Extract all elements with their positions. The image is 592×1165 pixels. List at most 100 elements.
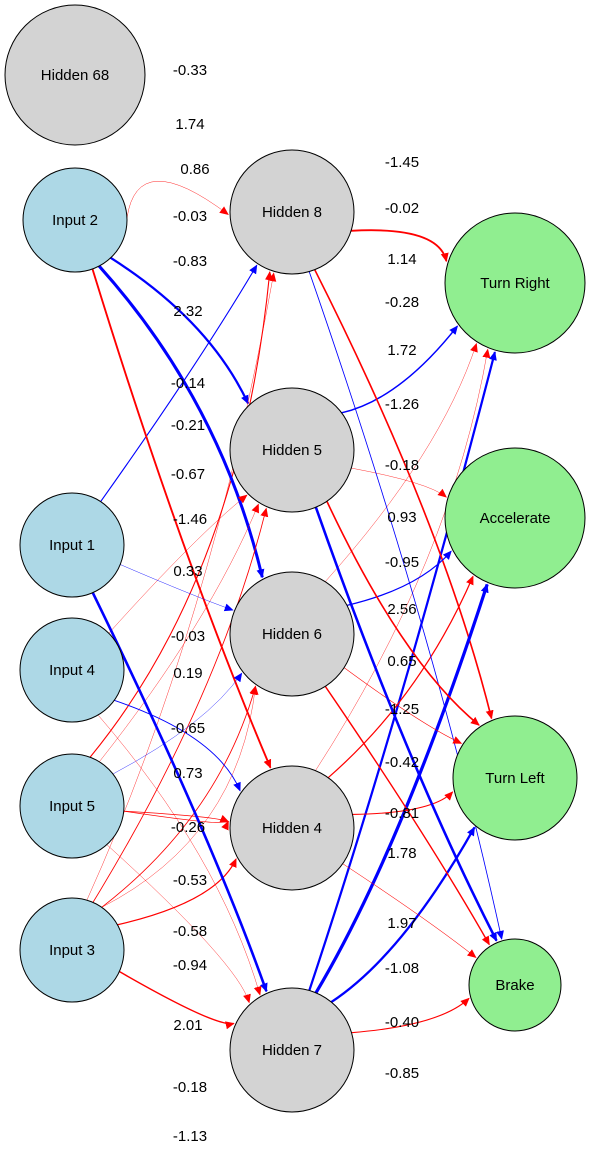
node-turnleft: Turn Left xyxy=(452,715,578,841)
edge-weight-label: -0.03 xyxy=(171,628,205,645)
edge-input2-hidden6 xyxy=(98,265,265,579)
edge-weight-label: 2.32 xyxy=(173,303,202,320)
node-label: Hidden 7 xyxy=(262,1042,322,1059)
node-hidden6: Hidden 6 xyxy=(229,571,355,697)
edge-hidden4-brake xyxy=(342,863,477,958)
edge-weight-label: 1.78 xyxy=(387,845,416,862)
node-input4: Input 4 xyxy=(19,617,125,723)
node-circle xyxy=(22,167,128,273)
edge-weight-label: 0.73 xyxy=(173,765,202,782)
node-label: Input 4 xyxy=(49,662,95,679)
edge-hidden7-brake xyxy=(351,997,470,1034)
node-circle xyxy=(452,715,578,841)
edge-weight-label: -0.14 xyxy=(171,375,205,392)
edge-weight-label: -0.53 xyxy=(173,872,207,889)
edge-weight-label: -0.95 xyxy=(385,554,419,571)
node-circle xyxy=(19,753,125,859)
edge-hidden7-turnright xyxy=(308,351,497,991)
edge-weight-label: -0.40 xyxy=(385,1014,419,1031)
edge-input5-hidden5 xyxy=(99,503,259,762)
edge-weight-label: -0.28 xyxy=(385,294,419,311)
edge-weight-label: -0.03 xyxy=(173,208,207,225)
edge-hidden6-accelerate xyxy=(346,550,452,606)
node-circle xyxy=(444,447,586,589)
edge-input1-hidden7 xyxy=(91,592,268,993)
edge-hidden4-turnleft xyxy=(352,791,454,815)
node-label: Hidden 8 xyxy=(262,204,322,221)
node-hidden8: Hidden 8 xyxy=(229,149,355,275)
node-circle xyxy=(229,387,355,513)
edge-weight-label: 2.56 xyxy=(387,601,416,618)
edge-weight-label: -0.85 xyxy=(385,1065,419,1082)
edge-input4-hidden7 xyxy=(97,714,262,996)
node-circle xyxy=(468,938,562,1032)
node-input3: Input 3 xyxy=(19,897,125,1003)
edge-input2-hidden8 xyxy=(126,181,229,219)
node-hidden7: Hidden 7 xyxy=(229,987,355,1113)
node-circle xyxy=(19,492,125,598)
edge-weight-label: -0.26 xyxy=(171,819,205,836)
node-label: Input 2 xyxy=(52,212,98,229)
edge-input4-hidden4 xyxy=(114,699,241,792)
node-label: Turn Right xyxy=(480,275,550,292)
node-hidden4: Hidden 4 xyxy=(229,765,355,891)
node-circle xyxy=(444,212,586,354)
edge-weight-label: -1.25 xyxy=(385,701,419,718)
node-input1: Input 1 xyxy=(19,492,125,598)
edge-weight-label: -1.13 xyxy=(173,1128,207,1145)
node-label: Accelerate xyxy=(480,510,551,527)
node-label: Hidden 4 xyxy=(262,820,322,837)
edge-weight-label: -0.42 xyxy=(385,754,419,771)
edge-input3-hidden6 xyxy=(101,685,259,908)
edge-weight-label: -0.65 xyxy=(171,720,205,737)
edge-weight-label: 0.86 xyxy=(180,161,209,178)
edge-weight-label: 1.97 xyxy=(387,915,416,932)
edge-hidden7-accelerate xyxy=(314,583,489,994)
edge-weight-label: 0.65 xyxy=(387,653,416,670)
edge-hidden4-turnright xyxy=(315,348,491,771)
edge-hidden5-turnleft xyxy=(326,500,480,726)
edge-weight-label: -0.21 xyxy=(171,417,205,434)
node-label: Hidden 68 xyxy=(41,67,109,84)
edge-weight-label: 0.93 xyxy=(387,509,416,526)
edge-weight-label: -0.67 xyxy=(171,466,205,483)
edge-hidden6-turnleft xyxy=(343,667,463,744)
edge-weight-label: -1.45 xyxy=(385,154,419,171)
edge-input1-hidden6 xyxy=(120,564,234,612)
node-accelerate: Accelerate xyxy=(444,447,586,589)
edge-weight-label: -0.18 xyxy=(173,1079,207,1096)
edge-input2-hidden5 xyxy=(110,256,250,405)
node-label: Hidden 6 xyxy=(262,626,322,643)
node-circle xyxy=(229,987,355,1113)
edge-weight-label: 1.14 xyxy=(387,251,416,268)
node-label: Input 3 xyxy=(49,942,95,959)
node-label: Brake xyxy=(495,977,534,994)
edge-input3-hidden6 xyxy=(101,685,258,908)
node-label: Input 1 xyxy=(49,537,95,554)
edge-input2-hidden4 xyxy=(91,268,272,769)
edge-weights: -0.33 1.74 0.86 -0.03 -0.83 2.32 -0.14 -0.21 -0.… xyxy=(171,62,419,1145)
node-input2: Input 2 xyxy=(22,167,128,273)
edge-weight-label: -1.08 xyxy=(385,960,419,977)
node-label: Turn Left xyxy=(485,770,545,787)
edge-weight-label: -0.18 xyxy=(385,457,419,474)
edge-input5-hidden7 xyxy=(106,844,251,1004)
node-circle xyxy=(4,4,146,146)
edge-weight-label: 1.72 xyxy=(387,342,416,359)
edge-weight-label: 0.33 xyxy=(173,563,202,580)
edge-weight-label: -0.83 xyxy=(173,253,207,270)
edge-hidden6-turnright xyxy=(325,342,478,582)
node-label: Hidden 5 xyxy=(262,442,322,459)
edge-weight-label: -0.58 xyxy=(173,923,207,940)
node-circle xyxy=(229,571,355,697)
edge-input5-hidden4 xyxy=(123,810,229,831)
node-hidden68: Hidden 68 xyxy=(4,4,146,146)
edge-weight-label: 1.74 xyxy=(175,116,204,133)
node-hidden5: Hidden 5 xyxy=(229,387,355,513)
edge-weight-label: -0.94 xyxy=(173,957,207,974)
edge-weight-label: 0.19 xyxy=(173,665,202,682)
edge-input4-hidden5 xyxy=(108,494,248,634)
edge-weight-label: -0.33 xyxy=(173,62,207,79)
edge-input5-hidden8 xyxy=(89,271,273,758)
edge-weight-label: 2.01 xyxy=(173,1017,202,1034)
